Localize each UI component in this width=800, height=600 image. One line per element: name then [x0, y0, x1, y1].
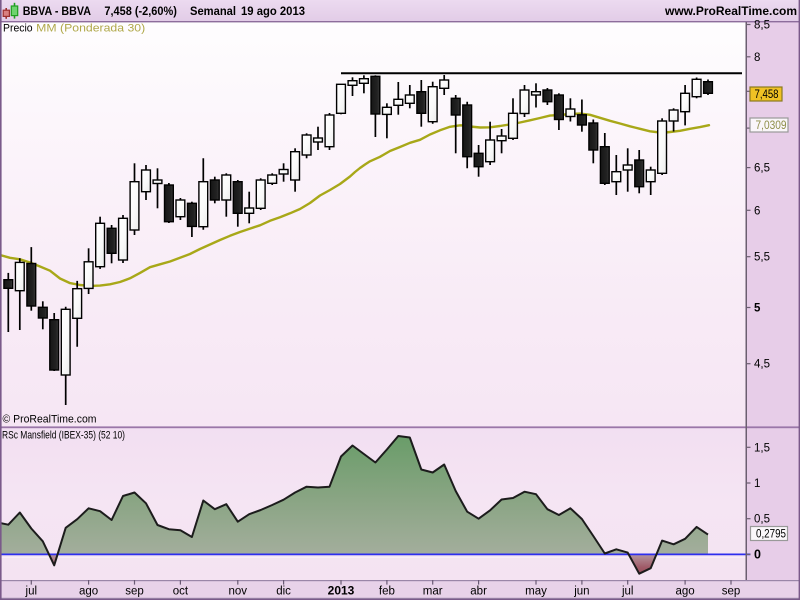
svg-text:Precio: Precio [3, 23, 33, 35]
svg-text:19 ago 2013: 19 ago 2013 [241, 4, 305, 18]
svg-text:jun: jun [573, 586, 589, 598]
svg-text:ago: ago [676, 586, 695, 598]
svg-text:1,5: 1,5 [754, 442, 770, 454]
svg-text:oct: oct [173, 586, 189, 598]
svg-text:2013: 2013 [328, 584, 355, 598]
svg-text:ago: ago [79, 586, 98, 598]
svg-text:nov: nov [229, 586, 248, 598]
svg-text:6,5: 6,5 [754, 163, 770, 175]
svg-text:may: may [525, 586, 547, 598]
svg-text:7,0309: 7,0309 [756, 120, 787, 132]
svg-text:5: 5 [754, 303, 761, 315]
svg-text:4,5: 4,5 [754, 359, 770, 371]
svg-text:RSc Mansfield (IBEX-35) (52 10: RSc Mansfield (IBEX-35) (52 10) [2, 430, 125, 442]
svg-text:mar: mar [423, 586, 443, 598]
svg-text:0,5: 0,5 [754, 514, 770, 526]
svg-text:7,458: 7,458 [755, 89, 779, 101]
svg-text:Semanal: Semanal [190, 4, 236, 18]
svg-text:MM (Ponderada 30): MM (Ponderada 30) [36, 23, 145, 35]
svg-text:0: 0 [754, 547, 761, 561]
svg-text:sep: sep [722, 586, 741, 598]
svg-text:5,5: 5,5 [754, 252, 770, 264]
svg-text:sep: sep [125, 586, 144, 598]
svg-text:feb: feb [379, 586, 395, 598]
svg-text:www.ProRealTime.com: www.ProRealTime.com [664, 4, 797, 18]
svg-text:BBVA - BBVA: BBVA - BBVA [23, 4, 92, 18]
svg-text:jul: jul [25, 586, 38, 598]
svg-text:8,5: 8,5 [754, 20, 770, 32]
svg-text:6: 6 [754, 205, 760, 217]
svg-text:0,2795: 0,2795 [756, 529, 786, 541]
svg-text:abr: abr [470, 586, 487, 598]
svg-text:8: 8 [754, 52, 760, 64]
svg-text:7,458 (-2,60%): 7,458 (-2,60%) [104, 4, 176, 18]
svg-text:dic: dic [276, 586, 291, 598]
svg-text:jul: jul [621, 586, 634, 598]
svg-text:1: 1 [754, 478, 760, 490]
svg-text:© ProRealTime.com: © ProRealTime.com [3, 414, 97, 426]
